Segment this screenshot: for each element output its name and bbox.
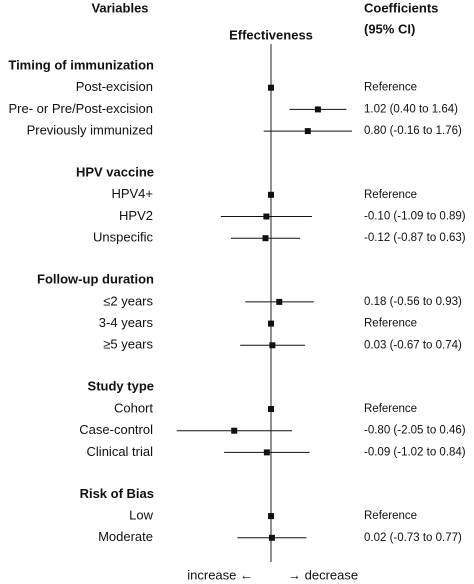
coefficient-label: 0.03 (-0.67 to 0.74) (364, 339, 462, 351)
estimate-marker (314, 106, 321, 113)
coefficient-label: -0.80 (-2.05 to 0.46) (364, 425, 466, 437)
coefficients-header: (95% CI) (364, 21, 415, 36)
estimate-marker (268, 513, 274, 520)
coefficient-label: Reference (364, 510, 417, 522)
row-label: Clinical trial (87, 444, 154, 459)
coefficient-label: -0.10 (-1.09 to 0.89) (364, 211, 466, 223)
row-label: Pre- or Pre/Post-excision (9, 101, 154, 116)
group-header: Timing of immunization (8, 57, 154, 72)
coefficients-header: Coefficients (364, 0, 438, 15)
group-header: Risk of Bias (80, 486, 154, 501)
axis-title: Effectiveness (229, 27, 313, 42)
estimate-marker (268, 320, 274, 327)
estimate-marker (268, 84, 274, 91)
estimate-marker (268, 406, 274, 412)
coefficient-label: 0.02 (-0.73 to 0.77) (364, 532, 462, 544)
coefficient-label: Reference (364, 403, 417, 415)
coefficient-label: Reference (364, 318, 417, 330)
row-label: HPV4+ (111, 186, 153, 201)
row-label: HPV2 (119, 208, 153, 223)
group-header: Study type (88, 379, 154, 394)
row-label: ≥5 years (103, 337, 153, 352)
estimate-marker (276, 298, 283, 305)
coefficient-label: 0.80 (-0.16 to 1.76) (364, 125, 462, 137)
row-label: Case-control (79, 422, 153, 437)
footer-label: → decrease (288, 567, 358, 582)
footer-label: increase ← (187, 567, 253, 582)
row-label: Previously immunized (27, 123, 153, 138)
estimate-marker (268, 534, 275, 541)
estimate-marker (263, 449, 270, 456)
row-label: ≤2 years (103, 293, 153, 308)
coefficient-label: -0.12 (-0.87 to 0.63) (364, 232, 466, 244)
estimate-marker (262, 235, 269, 242)
coefficient-label: 0.18 (-0.56 to 0.93) (364, 296, 462, 308)
estimate-marker (231, 427, 238, 434)
row-label: 3-4 years (99, 315, 154, 330)
row-label: Low (129, 508, 153, 523)
estimate-marker (304, 128, 311, 135)
estimate-marker (263, 213, 270, 220)
coefficient-label: Reference (364, 189, 417, 201)
row-label: Cohort (114, 400, 153, 415)
row-label: Moderate (98, 529, 153, 544)
variables-header: Variables (91, 0, 148, 15)
estimate-marker (268, 191, 274, 198)
coefficient-label: -0.09 (-1.02 to 0.84) (364, 446, 466, 458)
group-header: HPV vaccine (76, 165, 154, 180)
coefficient-label: 1.02 (0.40 to 1.64) (364, 103, 458, 115)
coefficient-label: Reference (364, 82, 417, 94)
row-label: Post-excision (76, 79, 153, 94)
row-label: Unspecific (93, 230, 153, 245)
estimate-marker (269, 342, 276, 349)
group-header: Follow-up duration (37, 272, 154, 287)
